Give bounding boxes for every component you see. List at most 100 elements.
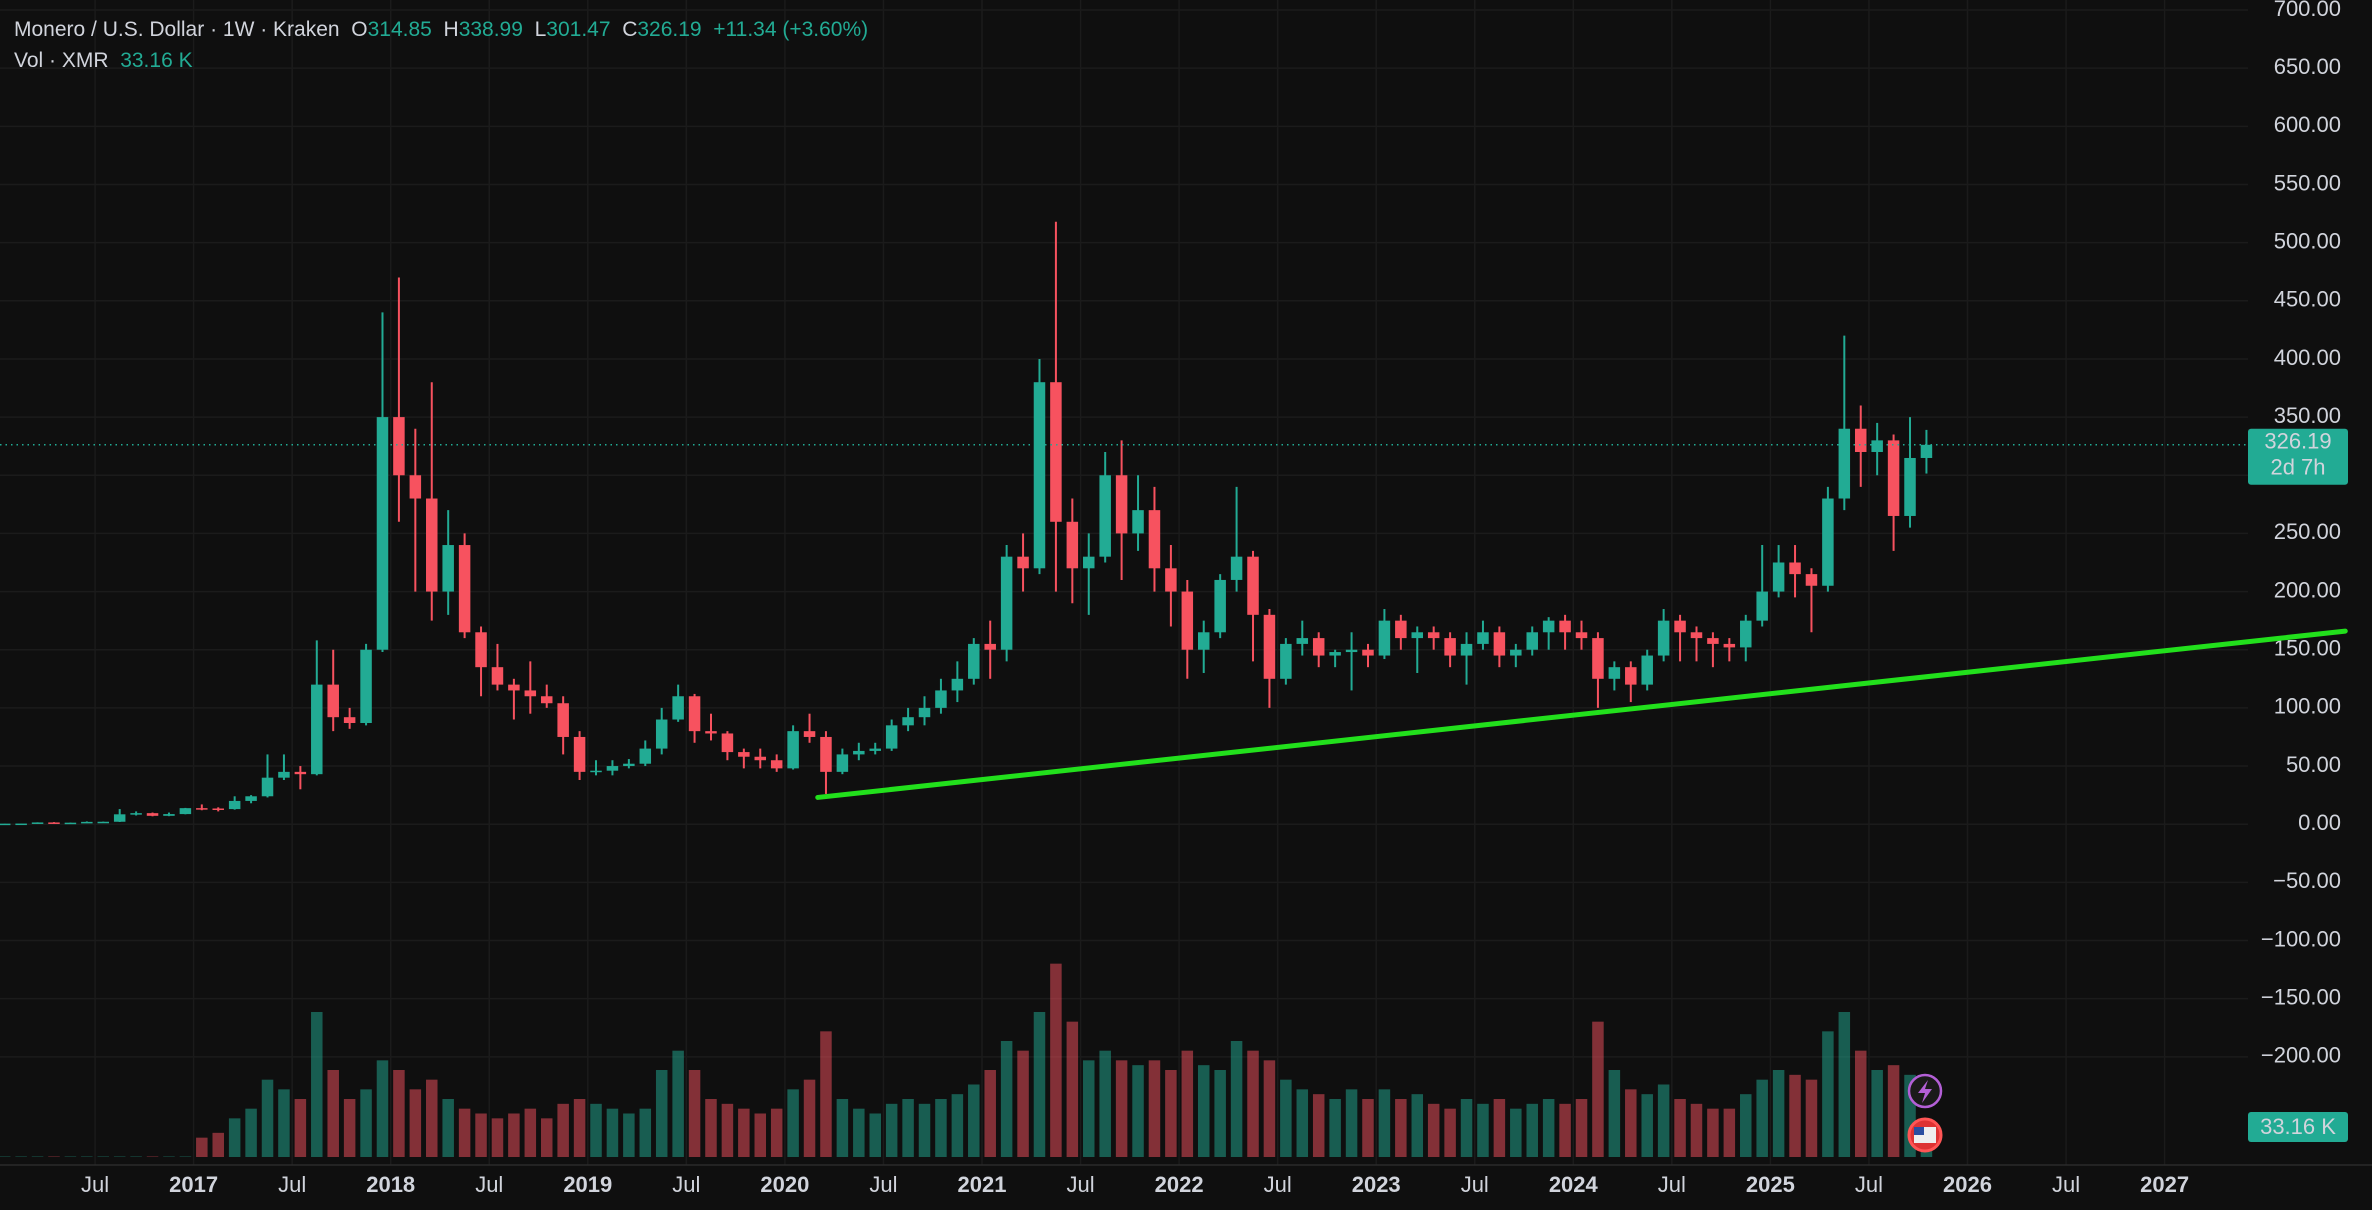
volume-bar [705,1099,717,1157]
candle-body [1575,632,1588,639]
volume-bar [1477,1103,1489,1157]
volume-bar [1493,1099,1506,1157]
volume-bar [1165,1070,1177,1157]
candle-body [508,684,520,691]
candle-body [1017,556,1029,569]
volume-bar [294,1099,307,1157]
volume-bar [1148,1060,1161,1157]
volume-bar [212,1132,224,1157]
candle-body [163,814,175,816]
volume-bar [836,1099,849,1157]
price-tag-value: 326.19 [2264,429,2331,454]
candle-body [1099,475,1111,557]
candle-body [1510,649,1522,656]
trendline [815,628,2348,800]
volume-bar [1230,1041,1243,1157]
volume-bar [1542,1099,1555,1157]
candle-body [442,545,454,592]
x-tick-label: Jul [1264,1172,1292,1197]
candle-body [540,696,553,704]
volume-bar [803,1079,816,1157]
x-tick-label: Jul [1461,1172,1489,1197]
candle-body [146,813,159,816]
volume-bar [311,1012,323,1157]
candle-body [672,696,684,720]
candle-body [770,760,783,769]
candle-body [1871,440,1883,452]
volume-bar [918,1103,931,1157]
candle-body [1477,632,1489,644]
symbol[interactable]: Monero / U.S. Dollar · 1W · Kraken [14,18,340,41]
volume-bar [1132,1065,1144,1157]
candle-body [1033,382,1046,569]
candle-body [1312,638,1325,656]
volume-bar [1099,1050,1111,1157]
y-tick-label: 550.00 [2274,170,2341,195]
close-label: C [622,18,638,41]
y-tick-label: 700.00 [2274,0,2341,21]
candle-body [1444,638,1456,656]
candle-body [245,796,257,801]
volume-row: Vol · XMR 33.16 K [14,45,868,76]
volume-bar [278,1089,290,1157]
high-value: 338.99 [458,18,523,41]
volume-bar [1854,1050,1867,1157]
volume-label[interactable]: Vol · XMR [14,49,109,72]
candle-body [853,750,865,755]
volume-bar [1805,1079,1818,1157]
candle-body [1263,614,1276,679]
volume-bar [935,1099,947,1157]
candle-body [1559,620,1571,633]
candle-body [721,733,734,753]
volume-bar [1871,1070,1883,1157]
candle-body [951,678,964,691]
volume-bar [623,1113,635,1157]
candle-body [1904,457,1916,516]
volume-bar [1033,1012,1046,1157]
candle-body [64,822,77,825]
candle-body [1526,632,1538,650]
x-tick-label: 2019 [563,1172,612,1197]
volume-bar [738,1108,750,1157]
volume-bar [540,1118,553,1157]
volume-bar [343,1099,356,1157]
candle-body [1887,440,1900,516]
candle-body [458,545,471,633]
volume-bar [1460,1099,1473,1157]
candle-body [1838,428,1851,499]
candle-body [31,822,44,824]
volume-bar [573,1099,586,1157]
candle-body [475,632,487,668]
volume-bar [1559,1103,1571,1157]
event-icon-bolt [1918,1080,1932,1103]
volume-bar [442,1099,454,1157]
x-tick-label: 2017 [169,1172,218,1197]
volume-bar [968,1084,980,1157]
y-tick-label: 0.00 [2298,810,2341,835]
candle-body [705,731,717,734]
volume-bar [885,1103,898,1157]
volume-bar [1296,1089,1309,1157]
volume-bar [1526,1103,1538,1157]
volume-bar [1214,1070,1226,1157]
candle-body [935,690,947,708]
candle-body [573,736,586,772]
volume-bar [672,1050,684,1157]
volume-bar [1838,1012,1851,1157]
volume-bar [590,1103,602,1157]
candle-body [803,731,816,737]
y-tick-label: 500.00 [2274,228,2341,253]
candle-body [376,417,389,650]
candle-body [1427,632,1440,639]
candle-body [0,823,11,826]
volume-bar [1772,1070,1785,1157]
volume-bar [1050,963,1062,1157]
candle-body [48,822,60,824]
x-tick-label: Jul [475,1172,503,1197]
candle-body [97,821,110,824]
candle-body [179,808,192,815]
price-tag [2248,428,2348,485]
candle-body [1411,632,1424,639]
candle-body [1280,643,1292,679]
candle-body [918,707,931,718]
